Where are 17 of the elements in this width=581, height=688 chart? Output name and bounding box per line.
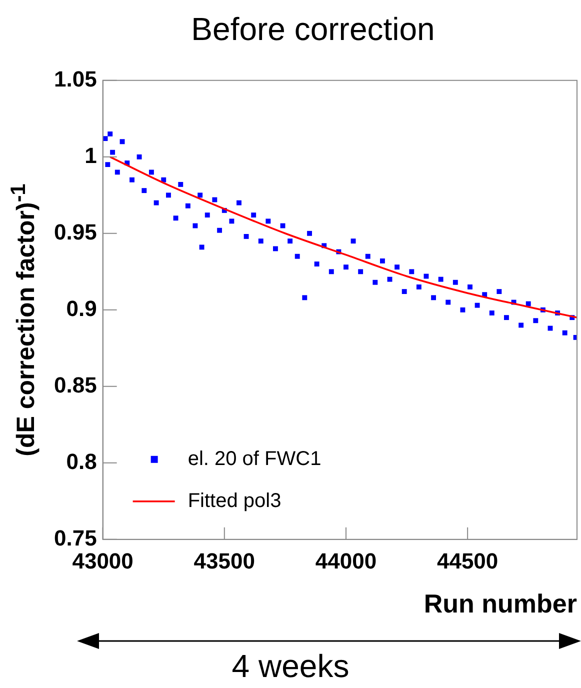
legend-label: Fitted pol3	[188, 490, 282, 512]
y-tick-label: 0.75	[54, 525, 97, 550]
y-tick-label: 1.05	[54, 66, 97, 92]
text: 4 weeks	[230, 648, 350, 685]
chart-title: Before correction	[191, 11, 435, 48]
x-tick-label: 44500	[436, 548, 498, 574]
x-axis-title: Run number	[424, 588, 577, 619]
x-tick-label: 43000	[72, 548, 134, 574]
legend-label: el. 20 of FWC1	[188, 448, 322, 470]
y-tick-label: 1	[84, 142, 97, 168]
line-series	[109, 156, 577, 318]
x-tick-label: 43500	[194, 548, 255, 574]
x-tick-label: 44000	[315, 548, 377, 574]
y-tick-label: 0.8	[66, 448, 97, 474]
y-tick-label: 0.95	[54, 219, 97, 244]
y-tick-label: 0.9	[66, 296, 97, 321]
y-tick-label: 0.85	[54, 372, 97, 398]
